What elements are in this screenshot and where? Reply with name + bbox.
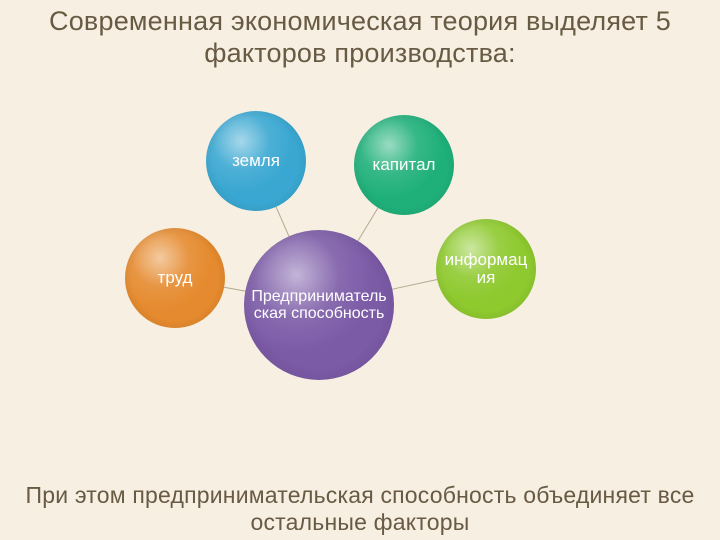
node-trud: труд <box>125 228 225 328</box>
factors-diagram: Предпринимательская способность труд зем… <box>0 0 720 540</box>
node-center-label: Предпринимательская способность <box>250 288 388 323</box>
node-center: Предпринимательская способность <box>244 230 394 380</box>
node-informatsiya: информация <box>436 219 536 319</box>
node-trud-label: труд <box>158 269 193 287</box>
slide-subtitle: При этом предпринимательская способность… <box>0 482 720 536</box>
node-zemlya: земля <box>206 111 306 211</box>
node-kapital-label: капитал <box>373 156 436 174</box>
node-zemlya-label: земля <box>232 152 280 170</box>
node-informatsiya-label: информация <box>442 251 530 288</box>
slide-root: Современная экономическая теория выделяе… <box>0 0 720 540</box>
node-kapital: капитал <box>354 115 454 215</box>
